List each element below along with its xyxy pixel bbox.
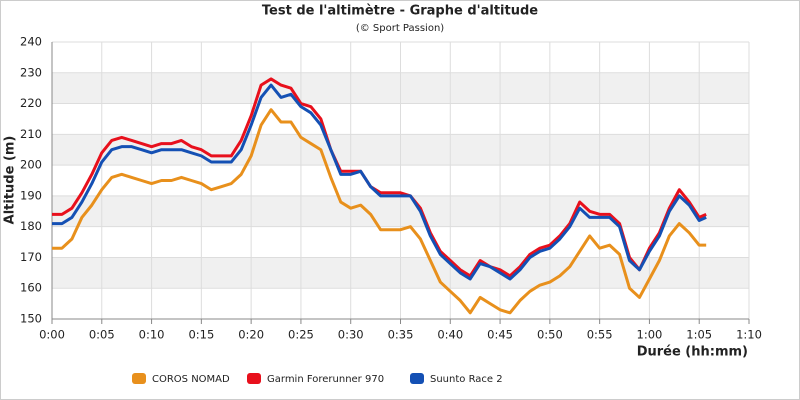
series-line — [52, 83, 707, 281]
legend-swatch — [247, 373, 261, 384]
x-tick-label: 0:30 — [338, 328, 364, 342]
chart-subtitle: (© Sport Passion) — [356, 23, 444, 34]
x-tick-label: 1:05 — [686, 328, 712, 342]
y-tick-label: 210 — [20, 127, 42, 141]
legend-label: Suunto Race 2 — [430, 374, 503, 385]
x-tick-label: 0:50 — [537, 328, 563, 342]
y-tick-label: 180 — [20, 219, 42, 233]
x-tick-label: 0:35 — [388, 328, 414, 342]
x-tick-label: 0:40 — [437, 328, 463, 342]
x-tick-label: 0:20 — [238, 328, 264, 342]
y-tick-label: 200 — [20, 158, 42, 172]
x-tick-label: 0:55 — [587, 328, 613, 342]
y-tick-label: 160 — [20, 281, 42, 295]
legend-label: COROS NOMAD — [152, 374, 230, 385]
y-tick-label: 150 — [20, 312, 42, 326]
y-tick-label: 170 — [20, 250, 42, 264]
y-tick-label: 220 — [20, 96, 42, 110]
chart-title: Test de l'altimètre - Graphe d'altitude — [262, 4, 538, 19]
x-tick-label: 0:45 — [487, 328, 513, 342]
legend-swatch — [132, 373, 146, 384]
x-tick-label: 0:10 — [139, 328, 165, 342]
x-axis-title: Durée (hh:mm) — [637, 345, 748, 360]
legend-label: Garmin Forerunner 970 — [267, 374, 384, 385]
series-line — [52, 108, 707, 315]
x-tick-label: 0:25 — [288, 328, 314, 342]
x-tick-label: 0:05 — [89, 328, 115, 342]
x-tick-label: 0:00 — [39, 328, 65, 342]
x-tick-label: 1:00 — [637, 328, 663, 342]
x-tick-label: 0:15 — [188, 328, 214, 342]
y-axis-title: Altitude (m) — [3, 136, 18, 225]
legend-swatch — [410, 373, 424, 384]
x-tick-label: 1:10 — [736, 328, 762, 342]
series-line — [52, 77, 707, 278]
y-tick-label: 240 — [20, 35, 42, 49]
y-tick-label: 230 — [20, 65, 42, 79]
y-tick-label: 190 — [20, 188, 42, 202]
